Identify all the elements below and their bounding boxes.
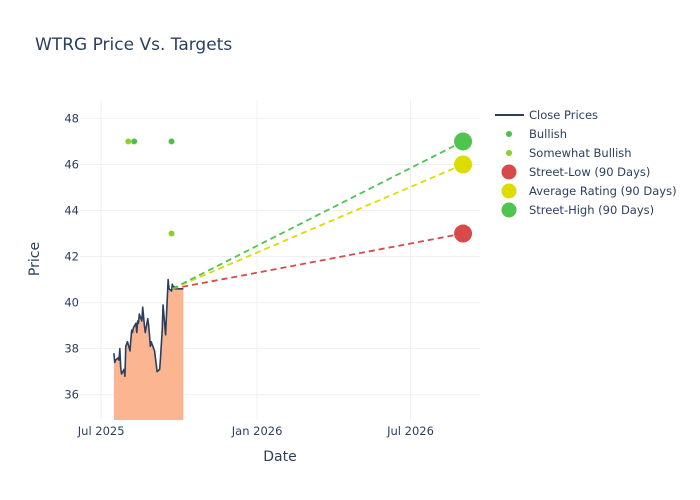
legend-label-street-high-90-days: Street-High (90 Days) [529,203,654,217]
legend-swatch-street-high-90-days [501,202,517,218]
y-tick-label: 46 [64,157,79,171]
legend-label-somewhat-bullish: Somewhat Bullish [529,146,632,160]
legend-label-close-prices: Close Prices [529,108,598,122]
close-price-line [113,278,184,378]
legend-swatch-street-low-90-days [501,164,517,180]
y-tick-label: 48 [64,111,79,125]
x-axis-title: Date [263,449,296,465]
close-price-area [113,279,184,420]
average-rating-point [454,155,473,174]
legend-label-street-low-90-days: Street-Low (90 Days) [529,165,650,179]
x-tick-label: Jul 2025 [77,424,125,438]
markers [125,132,473,243]
legend: Close Prices Bullish Somewhat Bullish Stree… [495,108,677,218]
chart-title: WTRG Price Vs. Targets [35,35,232,55]
y-tick-label: 36 [64,388,79,402]
somewhat-bullish-point [125,138,132,145]
y-tick-label: 42 [64,250,79,264]
somewhat-bullish-point [168,230,175,237]
bullish-point [168,138,175,145]
street-low-point [454,224,473,243]
legend-swatch-bullish [506,131,512,137]
lines [113,140,464,378]
street-high-target-line [171,140,464,290]
y-axis-title: Price [27,242,43,276]
street-high-point [454,132,473,151]
x-tick-label: Jul 2026 [386,424,434,438]
legend-swatch-average-rating-90-days [501,183,517,199]
street-low-target-line [172,232,464,290]
y-tick-label: 40 [64,296,79,310]
x-tick-label: Jan 2026 [231,424,283,438]
ticks: 36 38 40 42 44 46 48 Jul 2025 Jan 2026 Jul 2026 [64,111,434,438]
average-target-line [172,163,464,290]
bullish-point [131,138,138,145]
legend-label-average-rating-90-days: Average Rating (90 Days) [529,184,677,198]
y-tick-label: 44 [64,204,79,218]
legend-swatch-somewhat-bullish [506,150,512,156]
legend-label-bullish: Bullish [529,127,567,141]
y-tick-label: 38 [64,342,79,356]
close-price-fill [113,279,184,420]
